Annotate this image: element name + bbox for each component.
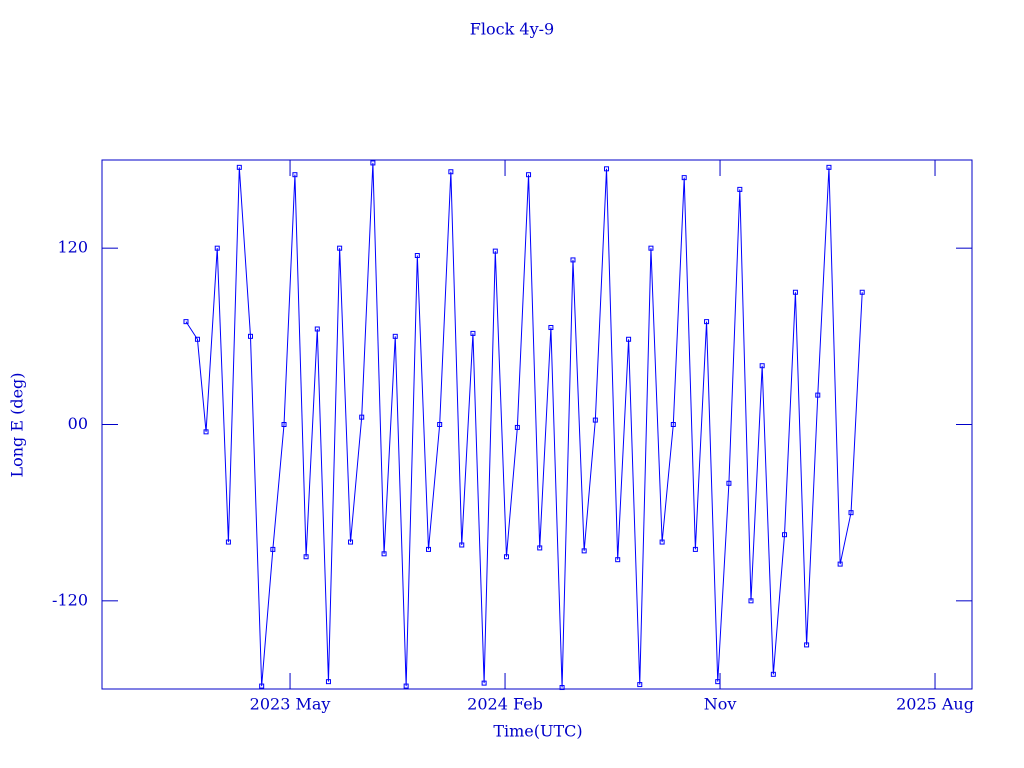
- data-point: [692, 546, 698, 552]
- data-point: [481, 680, 487, 686]
- data-point: [314, 326, 320, 332]
- data-point: [492, 248, 498, 254]
- data-point: [292, 172, 298, 178]
- data-point: [392, 333, 398, 339]
- data-point: [570, 257, 576, 263]
- data-point: [704, 319, 710, 325]
- data-point: [792, 289, 798, 295]
- x-axis-label: Time(UTC): [493, 722, 582, 741]
- data-point: [225, 539, 231, 545]
- series-line: [185, 162, 863, 688]
- data-point: [637, 682, 643, 688]
- data-point: [770, 671, 776, 677]
- plot-frame: [101, 159, 973, 690]
- y-axis-label: Long E (deg): [8, 372, 27, 477]
- data-point: [859, 289, 865, 295]
- data-point: [626, 336, 632, 342]
- data-point: [470, 330, 476, 336]
- y-tick-label: 00: [68, 414, 88, 433]
- x-tick-label: 2023 May: [250, 695, 331, 714]
- data-point: [648, 245, 654, 251]
- data-point: [737, 186, 743, 192]
- data-point: [548, 325, 554, 331]
- data-point: [247, 333, 253, 339]
- data-point: [592, 417, 598, 423]
- data-point: [837, 561, 843, 567]
- data-point: [348, 539, 354, 545]
- data-point: [581, 548, 587, 554]
- data-point: [559, 685, 565, 691]
- data-point: [514, 424, 520, 430]
- data-point: [448, 169, 454, 175]
- y-tick-label: 120: [57, 238, 88, 257]
- data-point: [848, 510, 854, 516]
- data-point: [426, 546, 432, 552]
- data-point: [670, 422, 676, 427]
- data-point: [414, 253, 420, 259]
- data-point: [503, 554, 509, 560]
- data-point: [782, 532, 788, 538]
- data-point: [726, 480, 732, 486]
- data-point: [303, 554, 309, 560]
- data-point: [325, 679, 331, 685]
- data-point: [748, 598, 754, 604]
- data-point: [437, 422, 443, 427]
- data-point: [214, 245, 220, 251]
- data-point: [681, 175, 687, 181]
- data-point: [615, 557, 621, 563]
- data-point: [659, 539, 665, 545]
- data-point: [203, 429, 209, 435]
- data-point: [337, 245, 343, 251]
- data-point: [359, 414, 365, 420]
- data-point: [270, 546, 276, 552]
- data-point: [715, 679, 721, 685]
- x-tick-label: 2025 Aug: [896, 695, 974, 714]
- x-tick-label: 2024 Feb: [467, 695, 543, 714]
- data-point: [236, 164, 242, 170]
- data-point: [403, 683, 409, 689]
- data-point: [826, 164, 832, 170]
- chart-title: Flock 4y-9: [470, 20, 554, 39]
- data-point: [370, 160, 376, 166]
- y-tick-label: -120: [52, 590, 88, 609]
- data-point: [259, 683, 265, 689]
- data-point: [526, 172, 532, 178]
- data-point: [537, 545, 543, 551]
- data-point: [183, 319, 189, 325]
- data-point: [804, 642, 810, 648]
- data-point: [759, 363, 765, 369]
- data-point: [459, 542, 465, 548]
- data-point: [604, 166, 610, 172]
- data-point: [815, 392, 821, 398]
- data-point: [381, 551, 387, 557]
- x-tick-label: Nov: [704, 695, 737, 714]
- data-point: [281, 422, 287, 427]
- data-point: [194, 336, 200, 342]
